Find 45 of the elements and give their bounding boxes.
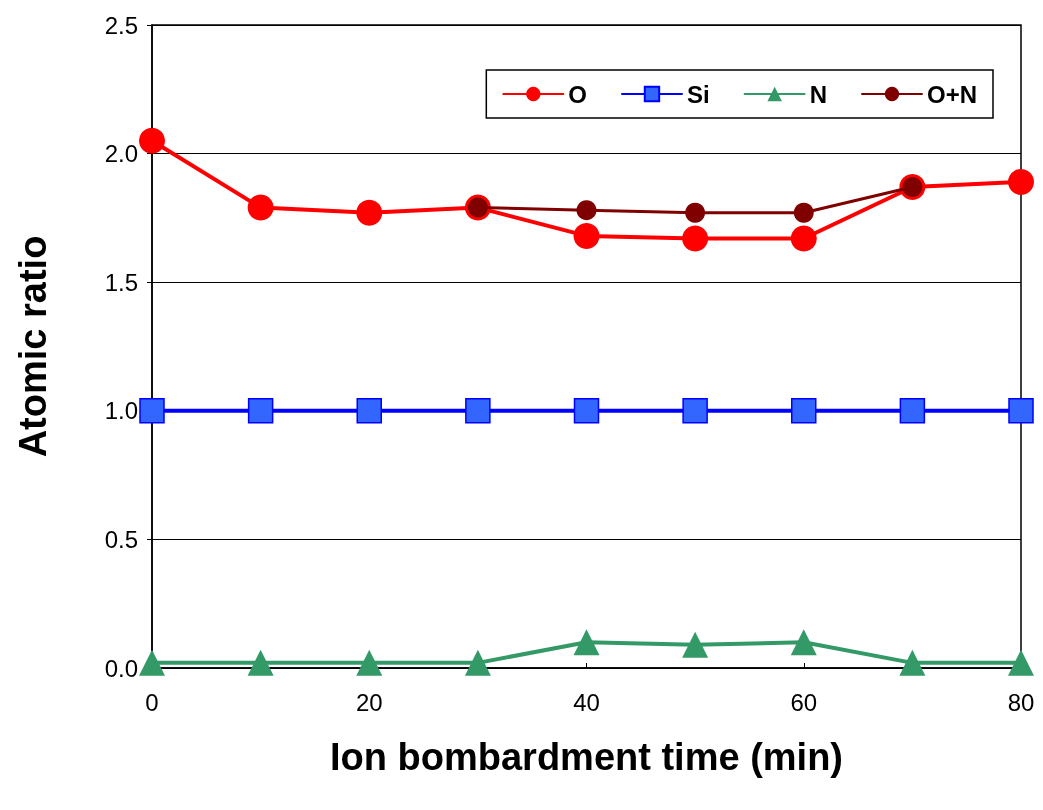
point — [464, 649, 491, 676]
legend-label: O+N — [926, 80, 977, 108]
x-tick-label: 0 — [145, 688, 159, 716]
x-tick-label: 20 — [355, 688, 383, 716]
x-tick-label: 60 — [790, 688, 818, 716]
x-tick-label: 40 — [573, 688, 600, 716]
point — [139, 649, 165, 676]
point — [247, 649, 274, 676]
point — [790, 225, 817, 252]
y-tick-label: 0.5 — [104, 525, 138, 553]
y-tick-label: 1.5 — [104, 268, 138, 296]
point — [573, 222, 600, 249]
legend-label: N — [809, 80, 827, 108]
point — [793, 202, 814, 223]
y-axis-title: Atomic ratio — [12, 235, 54, 458]
point — [247, 398, 274, 424]
point — [465, 398, 491, 424]
point — [682, 398, 708, 424]
point — [682, 631, 709, 658]
point — [573, 629, 600, 656]
point — [682, 225, 709, 252]
point — [899, 398, 926, 424]
point — [356, 398, 382, 424]
point — [1008, 168, 1034, 195]
point — [356, 649, 383, 676]
point — [139, 127, 165, 154]
y-tick-label: 2.0 — [104, 140, 138, 168]
y-tick-label: 2.5 — [104, 11, 138, 39]
point — [1008, 398, 1034, 424]
point — [356, 199, 383, 226]
point — [790, 629, 817, 656]
point — [573, 398, 600, 424]
point — [791, 398, 817, 424]
x-axis-title: Ion bombardment time (min) — [330, 736, 843, 778]
legend-label: O — [568, 80, 587, 108]
x-tick-label: 80 — [1007, 688, 1035, 716]
point — [247, 194, 274, 221]
legend-label: Si — [686, 80, 710, 108]
y-tick-label: 1.0 — [104, 397, 138, 425]
y-tick-label: 0.0 — [104, 654, 138, 682]
point — [576, 200, 597, 221]
point — [685, 202, 706, 223]
point — [1008, 649, 1034, 676]
point — [899, 649, 926, 676]
point — [139, 398, 165, 424]
